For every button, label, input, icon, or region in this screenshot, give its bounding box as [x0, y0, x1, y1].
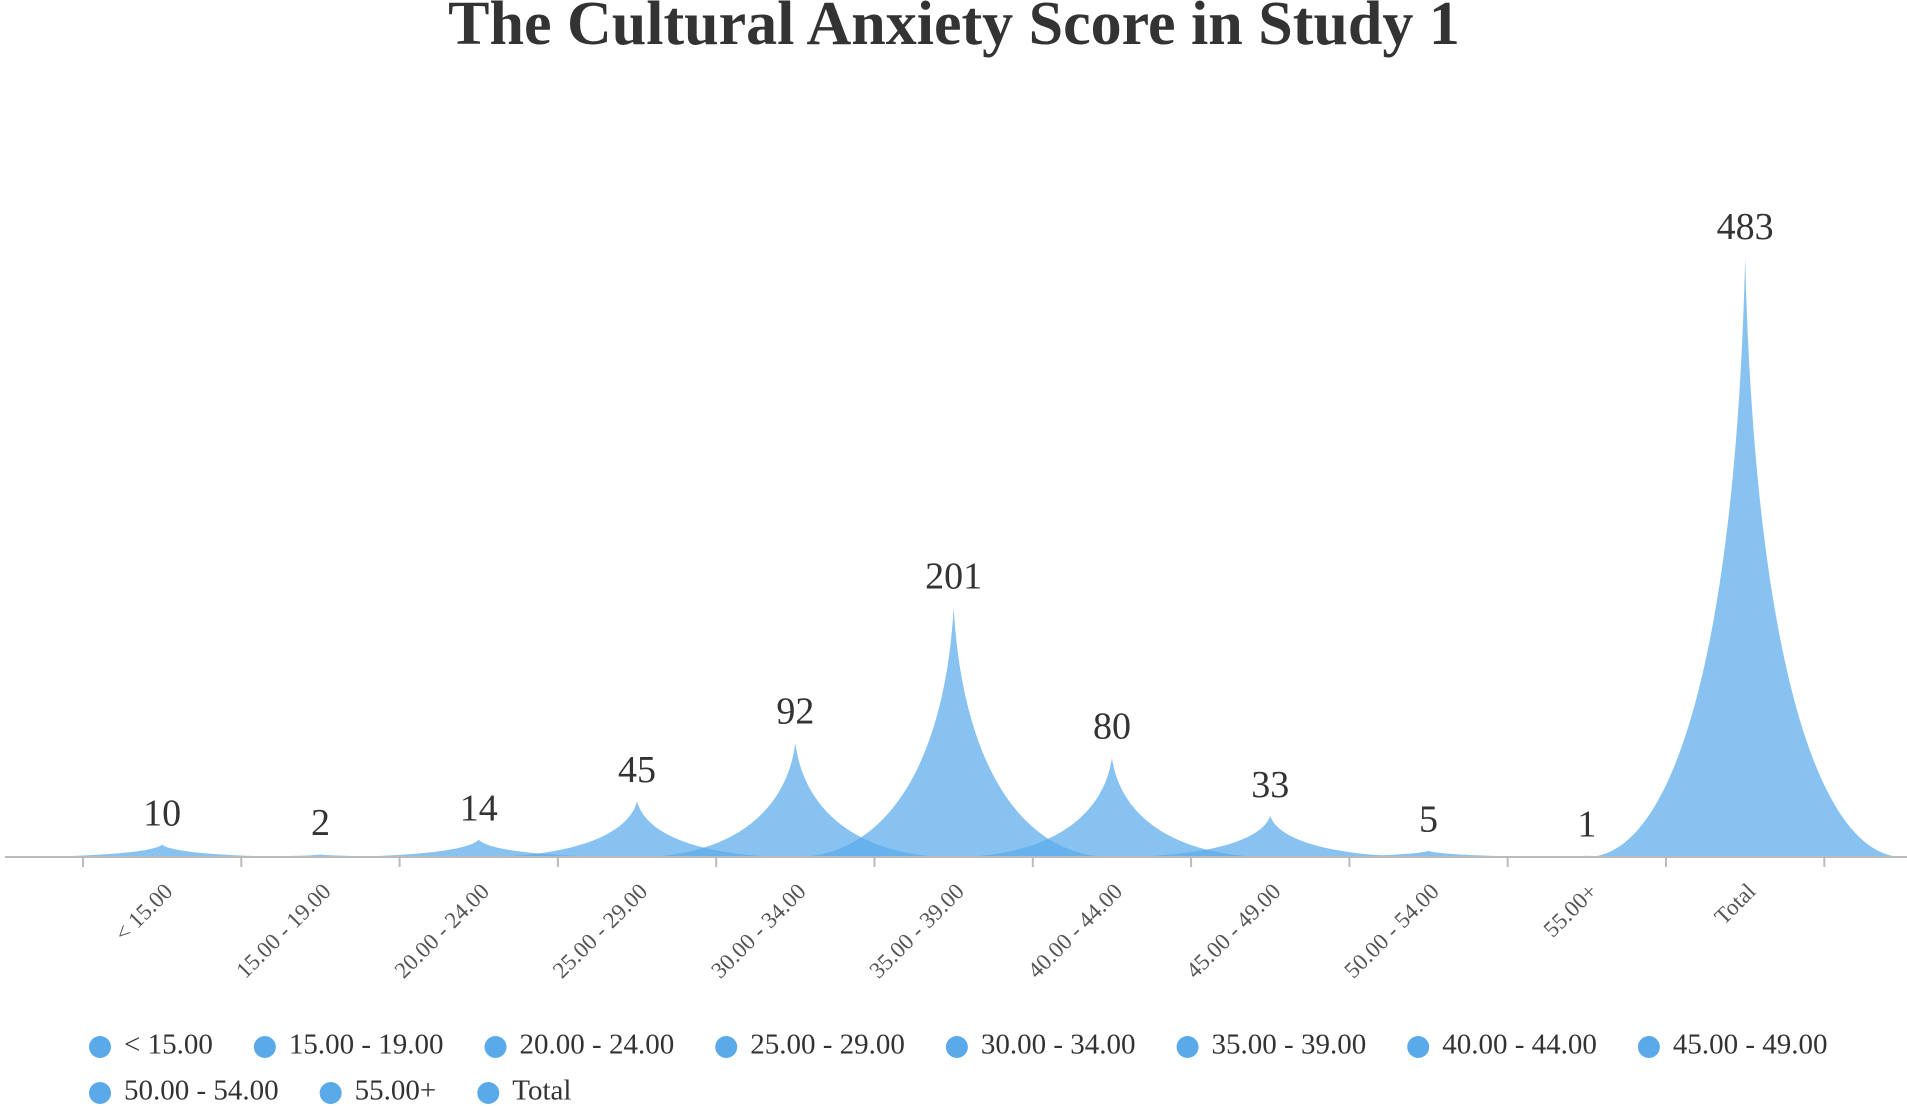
legend-item: 20.00 - 24.00 [484, 1029, 675, 1061]
spike [3, 844, 321, 857]
chart-title: The Cultural Anxiety Score in Study 1 [448, 0, 1460, 58]
legend-item: 30.00 - 34.00 [945, 1029, 1136, 1061]
x-tick-label: 40.00 - 44.00 [1023, 879, 1127, 983]
spike [478, 801, 796, 857]
legend-label: Total [512, 1075, 571, 1107]
spike [637, 742, 954, 857]
legend-marker [1407, 1036, 1430, 1058]
legend-item: 50.00 - 54.00 [89, 1075, 279, 1107]
legend-label: 40.00 - 44.00 [1442, 1029, 1597, 1061]
legend-label: 20.00 - 24.00 [520, 1029, 675, 1061]
value-label: 14 [460, 787, 498, 829]
legend-item: 45.00 - 49.00 [1637, 1029, 1828, 1061]
spike [795, 607, 1112, 857]
x-tick-label: 50.00 - 54.00 [1339, 879, 1443, 983]
x-tick-label: 20.00 - 24.00 [390, 879, 494, 983]
x-tick-label: < 15.00 [110, 879, 178, 947]
legend-marker [319, 1082, 342, 1104]
legend-item: 40.00 - 44.00 [1407, 1029, 1597, 1061]
legend-item: 35.00 - 39.00 [1176, 1029, 1367, 1061]
x-tick-label: 45.00 - 49.00 [1181, 879, 1285, 983]
spike [1270, 850, 1587, 857]
x-tick-label: Total [1710, 879, 1761, 930]
legend-item: 55.00+ [319, 1075, 437, 1107]
legend-label: 50.00 - 54.00 [124, 1075, 279, 1107]
legend-marker [253, 1036, 276, 1058]
x-tick-label: 55.00+ [1539, 879, 1602, 942]
value-label: 10 [143, 792, 181, 834]
spike [320, 839, 638, 857]
legend-marker [1637, 1036, 1660, 1058]
legend-marker [484, 1036, 507, 1058]
legend-item: < 15.00 [89, 1029, 213, 1061]
value-label: 80 [1093, 706, 1131, 748]
value-label: 201 [925, 555, 982, 597]
value-label: 483 [1717, 206, 1774, 248]
value-label: 5 [1419, 799, 1438, 841]
value-label: 2 [311, 802, 330, 844]
legend-label: 45.00 - 49.00 [1673, 1029, 1828, 1061]
spike [953, 757, 1271, 857]
legend-label: 35.00 - 39.00 [1212, 1029, 1367, 1061]
legend-marker [89, 1036, 111, 1058]
legend-label: 25.00 - 29.00 [750, 1029, 905, 1061]
legend-item: 15.00 - 19.00 [253, 1029, 444, 1061]
legend-item: 25.00 - 29.00 [715, 1029, 905, 1061]
value-label: 1 [1577, 803, 1596, 845]
legend-label: 15.00 - 19.00 [289, 1029, 444, 1061]
legend-marker [945, 1036, 968, 1058]
legend-marker [89, 1082, 111, 1104]
legend-marker [477, 1082, 500, 1104]
spike [162, 854, 479, 857]
legend-marker [1176, 1036, 1199, 1058]
spike [1111, 816, 1429, 857]
value-label: 45 [618, 749, 656, 791]
spike [1586, 258, 1904, 858]
legend-label: < 15.00 [124, 1029, 213, 1061]
x-tick-label: 25.00 - 29.00 [548, 879, 652, 983]
x-tick-label: 15.00 - 19.00 [231, 879, 335, 983]
legend-label: 55.00+ [355, 1075, 437, 1107]
legend-marker [715, 1036, 738, 1058]
legend-item: Total [477, 1075, 571, 1107]
x-tick-label: 35.00 - 39.00 [865, 879, 969, 983]
x-tick-label: 30.00 - 34.00 [706, 879, 810, 983]
legend-label: 30.00 - 34.00 [981, 1029, 1136, 1061]
value-label: 33 [1251, 764, 1289, 806]
value-label: 92 [776, 691, 814, 733]
